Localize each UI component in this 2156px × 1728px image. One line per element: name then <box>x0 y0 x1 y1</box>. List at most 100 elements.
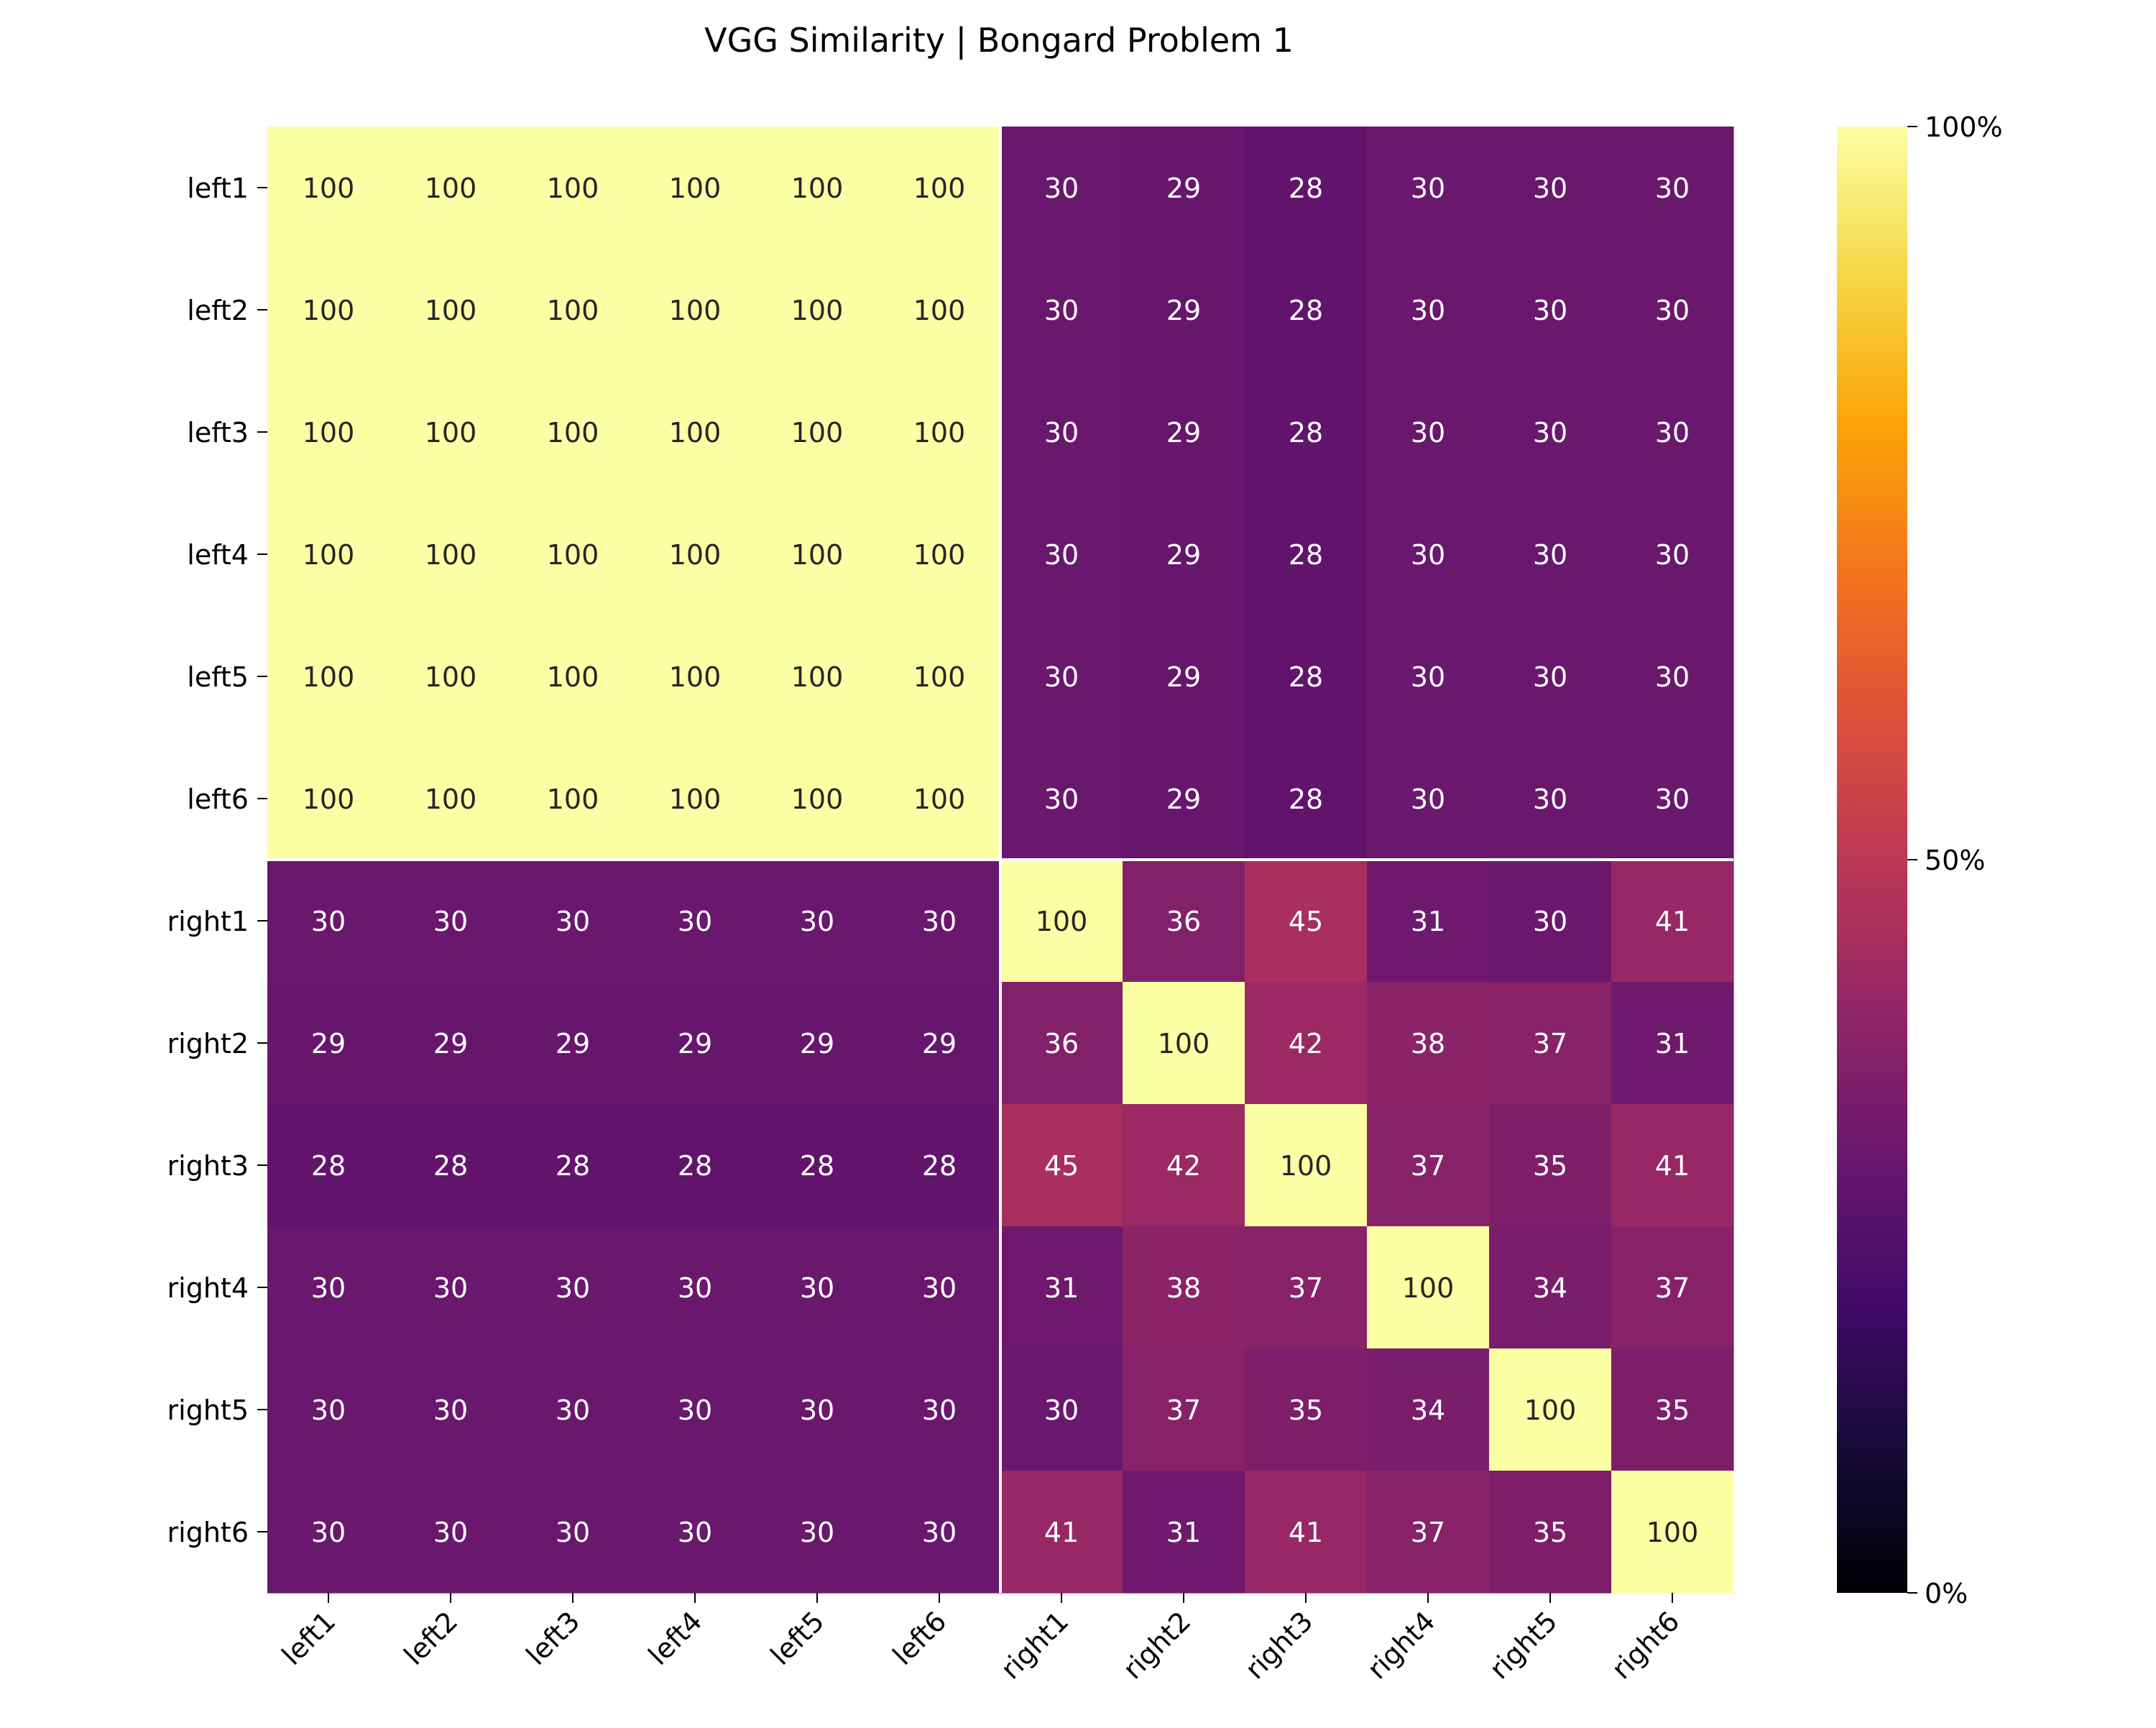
heatmap-cell <box>756 860 879 983</box>
cell-value-label: 31 <box>1166 1517 1201 1548</box>
cell-value-label: 30 <box>1044 417 1079 449</box>
cell-value-label: 41 <box>1044 1517 1079 1548</box>
heatmap-cell <box>878 1104 1001 1227</box>
cell-value-label: 37 <box>1411 1150 1445 1182</box>
heatmap-cell <box>1000 1226 1123 1349</box>
heatmap-cell <box>1611 982 1734 1105</box>
cell-value-label: 35 <box>1289 1394 1323 1426</box>
x-tick-label: left5 <box>765 1605 831 1671</box>
heatmap-cell <box>512 1104 635 1227</box>
cell-value-label: 100 <box>547 783 599 815</box>
cell-value-label: 37 <box>1533 1028 1567 1060</box>
heatmap-cell <box>1123 1104 1245 1227</box>
heatmap-cell <box>878 982 1001 1105</box>
heatmap-cell <box>1123 1226 1245 1349</box>
x-tick-label: right3 <box>1239 1605 1319 1685</box>
cell-value-label: 100 <box>547 661 599 693</box>
y-tick-label: left4 <box>187 539 249 571</box>
cell-value-label: 38 <box>1166 1272 1201 1304</box>
cell-value-label: 28 <box>1289 661 1323 693</box>
cell-value-label: 30 <box>922 1517 957 1548</box>
heatmap-cell <box>1489 1226 1612 1349</box>
heatmap-cell <box>1367 1348 1490 1471</box>
cell-value-label: 100 <box>791 539 844 571</box>
cell-value-label: 28 <box>556 1150 590 1182</box>
cell-value-label: 30 <box>433 906 468 937</box>
cell-value-label: 100 <box>669 173 722 204</box>
cell-value-label: 28 <box>800 1150 834 1182</box>
heatmap-cell <box>512 127 635 249</box>
heatmap-cell <box>1489 615 1612 738</box>
cell-value-label: 30 <box>678 1517 712 1548</box>
cell-value-label: 100 <box>913 783 966 815</box>
heatmap-cell <box>1123 615 1245 738</box>
cell-value-label: 34 <box>1533 1272 1567 1304</box>
cell-value-label: 28 <box>1289 539 1323 571</box>
cell-value-label: 100 <box>303 539 355 571</box>
heatmap-cell <box>634 493 757 616</box>
cell-value-label: 100 <box>669 295 722 326</box>
heatmap-cell <box>1123 1348 1245 1471</box>
heatmap-cell <box>267 982 390 1105</box>
heatmap-cell <box>1123 982 1245 1105</box>
heatmap-cell <box>512 860 635 983</box>
colorbar: 0% 50% 100% <box>1837 111 2003 1609</box>
cell-value-label: 100 <box>1646 1517 1699 1548</box>
cell-value-label: 30 <box>1044 661 1079 693</box>
x-tick-label: right6 <box>1606 1605 1685 1685</box>
cell-value-label: 100 <box>1524 1394 1577 1426</box>
heatmap-cell <box>512 982 635 1105</box>
cell-value-label: 30 <box>1655 783 1690 815</box>
cell-value-label: 100 <box>913 295 966 326</box>
heatmap-cell <box>512 1226 635 1349</box>
heatmap-cell <box>1245 127 1368 249</box>
cell-value-label: 30 <box>922 906 957 937</box>
heatmap-cell <box>267 1226 390 1349</box>
heatmap-cell <box>390 249 512 372</box>
heatmap-cell <box>634 860 757 983</box>
y-tick-label: left2 <box>187 295 249 326</box>
heatmap-cell <box>1367 1104 1490 1227</box>
heatmap-cell <box>1611 371 1734 494</box>
cell-value-label: 30 <box>1655 417 1690 449</box>
heatmap-cell <box>1611 127 1734 249</box>
heatmap-cell <box>1611 493 1734 616</box>
heatmap-cell <box>1000 737 1123 860</box>
colorbar-gradient <box>1837 127 1907 1593</box>
cell-value-label: 30 <box>433 1272 468 1304</box>
heatmap-cell <box>512 1471 635 1594</box>
heatmap-cell <box>1367 860 1490 983</box>
heatmap-cell <box>878 493 1001 616</box>
x-tick-label: left3 <box>520 1605 586 1671</box>
cell-value-label: 100 <box>303 783 355 815</box>
heatmap-cell <box>1245 737 1368 860</box>
y-tick-label: right6 <box>167 1517 249 1548</box>
cell-value-label: 29 <box>433 1028 468 1060</box>
heatmap-cell <box>512 249 635 372</box>
cell-value-label: 29 <box>922 1028 957 1060</box>
cell-value-label: 100 <box>303 417 355 449</box>
cell-value-label: 100 <box>913 417 966 449</box>
cell-value-label: 36 <box>1166 906 1201 937</box>
y-tick-label: right1 <box>167 906 249 937</box>
heatmap-cell <box>390 493 512 616</box>
cell-value-label: 100 <box>669 783 722 815</box>
heatmap-cell <box>267 371 390 494</box>
cell-value-label: 28 <box>433 1150 468 1182</box>
cell-value-label: 41 <box>1655 906 1690 937</box>
heatmap-cell <box>512 371 635 494</box>
cell-value-label: 34 <box>1411 1394 1445 1426</box>
heatmap-cell <box>1123 127 1245 249</box>
x-tick-label: right1 <box>995 1605 1074 1685</box>
cell-value-label: 30 <box>922 1394 957 1426</box>
cell-value-label: 29 <box>1166 417 1201 449</box>
cell-value-label: 30 <box>800 1272 834 1304</box>
cell-value-label: 37 <box>1166 1394 1201 1426</box>
heatmap-cell <box>1123 371 1245 494</box>
heatmap-cell <box>878 1226 1001 1349</box>
y-tick-label: right3 <box>167 1150 249 1182</box>
y-tick-label: right5 <box>167 1394 249 1426</box>
cell-value-label: 30 <box>556 1394 590 1426</box>
heatmap-cell <box>878 615 1001 738</box>
x-tick-label: right2 <box>1117 1605 1197 1685</box>
